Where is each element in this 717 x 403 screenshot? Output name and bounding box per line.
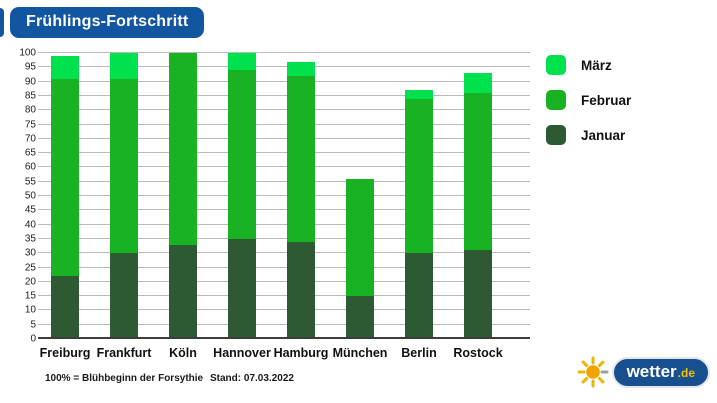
y-tick-label-15: 15	[24, 290, 36, 302]
legend: März Februar Januar	[546, 55, 631, 160]
y-tick-label-80: 80	[24, 104, 36, 116]
edge-accent-bar	[0, 8, 4, 37]
footer-note-stand: Stand: 07.03.2022	[210, 373, 294, 384]
gridline-30	[38, 252, 530, 254]
gridline-80	[38, 109, 530, 111]
y-tick-label-75: 75	[24, 119, 36, 130]
x-axis-line	[38, 337, 530, 339]
bar-segment-hannover-januar	[228, 238, 256, 339]
gridline-35	[38, 237, 530, 239]
y-tick-label-5: 5	[30, 319, 36, 331]
y-tick-label-65: 65	[24, 147, 36, 159]
legend-label: Februar	[581, 92, 632, 108]
x-label-frankfurt: Frankfurt	[96, 346, 152, 360]
y-tick-label-30: 30	[24, 247, 36, 259]
bar-segment-berlin-februar	[405, 98, 433, 254]
bar-segment-rostock-januar	[464, 250, 492, 339]
bar-segment-hamburg-januar	[287, 241, 315, 339]
y-tick-label-95: 95	[24, 61, 36, 73]
x-label-hamburg: Hamburg	[273, 346, 329, 360]
y-tick-label-70: 70	[24, 133, 36, 145]
legend-swatch-icon	[546, 125, 566, 145]
bar-segment-freiburg-februar	[51, 78, 79, 277]
gridline-90	[38, 80, 530, 82]
legend-swatch-icon	[546, 55, 566, 75]
bar-segment-münchen-januar	[346, 296, 374, 339]
legend-label: März	[581, 57, 612, 73]
bar-segment-frankfurt-februar	[110, 78, 138, 254]
bar-segment-hannover-märz	[228, 53, 256, 71]
gridline-75	[38, 123, 530, 125]
y-tick-label-85: 85	[24, 90, 36, 102]
bar-segment-frankfurt-januar	[110, 253, 138, 339]
gridline-15	[38, 295, 530, 297]
gridline-55	[38, 180, 530, 182]
legend-swatch-icon	[546, 90, 566, 110]
gridline-20	[38, 280, 530, 282]
gridline-5	[38, 323, 530, 325]
y-tick-label-100: 100	[19, 47, 36, 59]
bar-segment-frankfurt-märz	[110, 53, 138, 79]
y-tick-label-60: 60	[24, 161, 36, 173]
page-title: Frühlings-Fortschritt	[10, 7, 205, 38]
x-label-rostock: Rostock	[453, 346, 503, 360]
gridline-65	[38, 152, 530, 154]
gridline-70	[38, 137, 530, 139]
legend-label: Januar	[581, 127, 626, 143]
y-tick-label-20: 20	[24, 276, 36, 288]
bar-segment-berlin-januar	[405, 253, 433, 339]
bar-segment-hamburg-märz	[287, 61, 315, 76]
bar-segment-berlin-märz	[405, 90, 433, 99]
bar-segment-münchen-februar	[346, 178, 374, 297]
bar-segment-freiburg-märz	[51, 55, 79, 79]
legend-item-märz: März	[546, 55, 631, 75]
gridline-50	[38, 195, 530, 196]
footer-note-forsythie: 100% = Blühbeginn der Forsythie	[45, 373, 204, 384]
gridline-10	[38, 309, 530, 311]
bar-segment-freiburg-januar	[51, 276, 79, 339]
y-tick-label-55: 55	[24, 176, 36, 188]
legend-item-januar: Januar	[546, 125, 631, 145]
y-tick-label-25: 25	[24, 262, 36, 273]
y-tick-label-35: 35	[24, 233, 36, 245]
bar-segment-hamburg-februar	[287, 75, 315, 242]
x-label-hannover: Hannover	[213, 346, 271, 360]
bar-segment-rostock-februar	[464, 93, 492, 251]
x-label-münchen: München	[332, 346, 388, 360]
gridline-25	[38, 266, 530, 268]
y-tick-label-90: 90	[24, 76, 36, 88]
x-label-köln: Köln	[169, 346, 197, 360]
x-label-berlin: Berlin	[401, 346, 437, 360]
gridline-60	[38, 166, 530, 168]
legend-item-februar: Februar	[546, 90, 631, 110]
logo-tld: .de	[677, 365, 695, 380]
gridline-85	[38, 94, 530, 96]
wetter-de-logo: wetter .de	[576, 355, 710, 389]
gridline-95	[38, 66, 530, 68]
y-tick-label-10: 10	[24, 304, 36, 316]
bar-segment-rostock-märz	[464, 73, 492, 94]
logo-text: wetter	[626, 361, 677, 381]
logo-pill: wetter .de	[611, 356, 710, 388]
bar-segment-köln-januar	[169, 244, 197, 339]
gridline-100	[38, 52, 530, 53]
y-tick-label-40: 40	[24, 219, 36, 231]
plot-area: 0 5 10 15 20 25 30 35 40 45 50 55 60 65 70 75 80 85 90 95 10…	[19, 48, 530, 360]
y-tick-label-50: 50	[24, 190, 36, 202]
y-tick-label-0: 0	[30, 333, 36, 345]
bar-segment-köln-februar	[169, 53, 197, 245]
gridline-45	[38, 209, 530, 211]
gridline-40	[38, 223, 530, 225]
bar-segment-hannover-februar	[228, 70, 256, 239]
x-label-freiburg: Freiburg	[39, 346, 91, 360]
y-tick-label-45: 45	[24, 204, 36, 216]
sun-icon	[577, 356, 609, 388]
